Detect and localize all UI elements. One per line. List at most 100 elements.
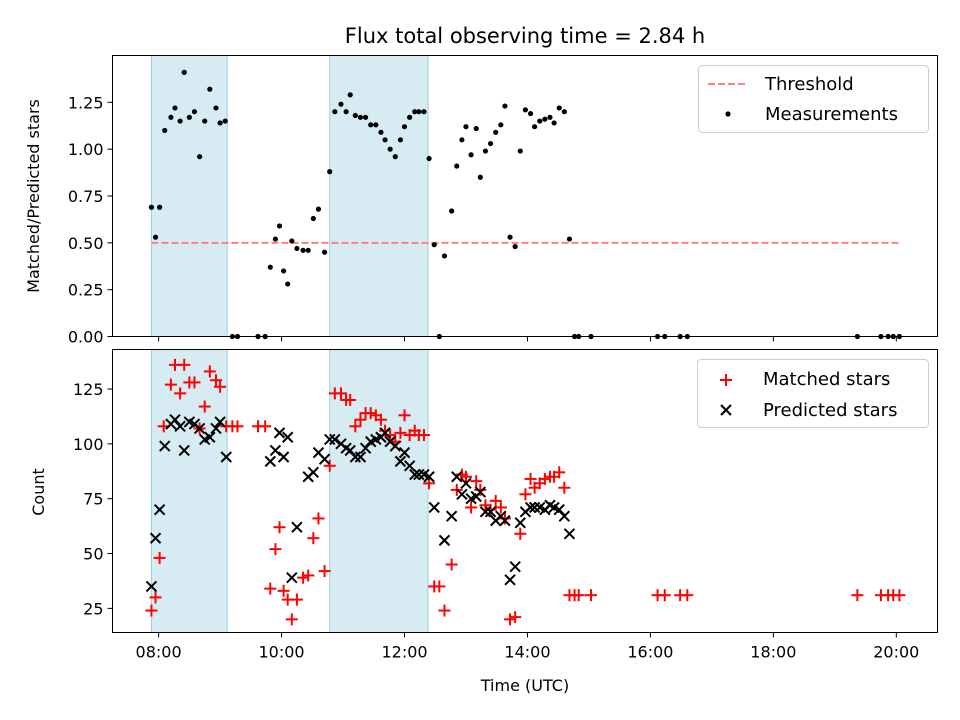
predicted-star-marker	[514, 517, 526, 529]
measurement-point	[152, 234, 159, 240]
measurement-point	[181, 69, 187, 75]
predicted-star-marker	[214, 416, 226, 428]
measurement-point	[522, 107, 529, 113]
matched-star-marker	[394, 426, 407, 439]
matched-star-marker	[504, 613, 517, 626]
measurement-point	[373, 122, 379, 128]
matched-star-marker	[553, 466, 566, 479]
predicted-star-marker	[169, 413, 181, 426]
predicted-star-marker	[178, 444, 190, 457]
measurement-point	[498, 122, 504, 128]
y-tick-label: 0.50	[68, 234, 104, 253]
x-axis-label: Time (UTC)	[480, 676, 569, 695]
top-y-axis-label: Matched/Predicted stars	[24, 99, 43, 293]
predicted-star-marker	[484, 506, 497, 518]
matched-star-marker	[318, 565, 331, 578]
matched-star-marker	[312, 512, 325, 525]
predicted-star-marker	[423, 471, 435, 483]
legend-threshold-label: Threshold	[764, 74, 854, 95]
measurement-points	[148, 69, 902, 340]
predicted-star-marker	[479, 506, 492, 518]
measurement-point	[267, 264, 273, 270]
measurement-point	[482, 148, 489, 154]
x-tick-label: 12:00	[381, 643, 427, 662]
measurement-point	[338, 101, 344, 107]
predicted-star-marker	[403, 460, 416, 472]
measurement-point	[527, 110, 534, 117]
top-legend: Threshold Measurements	[698, 65, 929, 133]
predicted-star-marker	[286, 571, 298, 584]
matched-star-marker	[584, 589, 597, 602]
y-tick-label: 1.00	[68, 140, 104, 159]
measurement-point	[202, 118, 208, 124]
legend-matched-swatch	[720, 374, 732, 386]
y-tick-label: 75	[83, 490, 103, 509]
measurement-point	[196, 154, 203, 160]
matched-star-marker	[349, 420, 362, 433]
predicted-star-marker	[291, 521, 303, 533]
measurement-point	[401, 124, 408, 130]
measurement-point	[426, 155, 432, 162]
matched-star-marker	[465, 501, 478, 514]
measurement-point	[463, 124, 469, 130]
y-tick-label: 125	[73, 380, 104, 399]
y-tick-label: 25	[83, 599, 103, 618]
measurement-point	[294, 245, 300, 252]
predicted-star-marker	[220, 451, 232, 463]
measurement-point	[148, 204, 155, 210]
matched-star-marker	[203, 365, 216, 378]
measurement-point	[352, 112, 358, 119]
x-tick-label: 16:00	[627, 643, 673, 662]
matched-star-marker	[433, 580, 446, 593]
measurement-point	[477, 174, 483, 180]
predicted-star-marker	[398, 446, 411, 459]
measurement-point	[272, 236, 279, 242]
predicted-star-marker	[445, 510, 458, 522]
measurement-point	[537, 118, 543, 124]
predicted-star-marker	[210, 422, 222, 435]
matched-star-marker	[264, 582, 277, 595]
matched-star-marker	[145, 604, 158, 617]
predicted-star-marker	[307, 466, 320, 479]
measurement-point	[162, 127, 168, 134]
measurement-point	[397, 137, 404, 143]
matched-star-marker	[178, 358, 191, 371]
predicted-star-marker	[273, 427, 286, 439]
matched-star-marker	[277, 584, 290, 597]
bottom-x-ticks: 08:00 10:00 12:00 14:00 16:00 18:00 20:00	[136, 632, 919, 662]
matched-star-marker	[417, 429, 430, 442]
matched-star-marker	[658, 589, 671, 602]
matched-star-marker	[498, 512, 511, 525]
measurement-point	[382, 137, 388, 143]
matched-star-marker	[558, 481, 571, 494]
x-tick-label: 14:00	[504, 643, 550, 662]
measurement-point	[416, 109, 422, 115]
matched-star-marker	[297, 571, 310, 584]
matched-star-marker	[524, 472, 537, 485]
predicted-star-marker	[174, 420, 186, 432]
measurement-point	[332, 109, 338, 115]
matched-stars-points	[145, 358, 906, 626]
matched-star-marker	[572, 589, 585, 602]
y-tick-label: 1.25	[68, 93, 104, 112]
matched-star-marker	[438, 604, 451, 617]
y-tick-label: 0.25	[68, 281, 104, 300]
measurement-point	[213, 105, 219, 111]
measurement-point	[421, 109, 427, 115]
matched-star-marker	[494, 501, 507, 514]
measurement-point	[378, 129, 384, 135]
legend-measurements-swatch	[725, 111, 731, 117]
measurement-point	[459, 137, 465, 143]
measurement-point	[168, 114, 174, 120]
matched-star-marker	[198, 400, 211, 413]
matched-star-marker	[489, 494, 502, 507]
predicted-star-marker	[349, 451, 362, 463]
matched-star-marker	[445, 558, 458, 571]
predicted-star-marker	[379, 427, 391, 439]
bottom-legend: Matched stars Predicted stars	[697, 359, 929, 428]
bottom-panel: 25 50 75 100 125 08:00 10:00 12:00 14:00 16:00 18…	[29, 349, 938, 695]
predicted-star-marker	[558, 510, 571, 522]
measurement-point	[300, 247, 306, 253]
predicted-star-marker	[153, 503, 166, 516]
